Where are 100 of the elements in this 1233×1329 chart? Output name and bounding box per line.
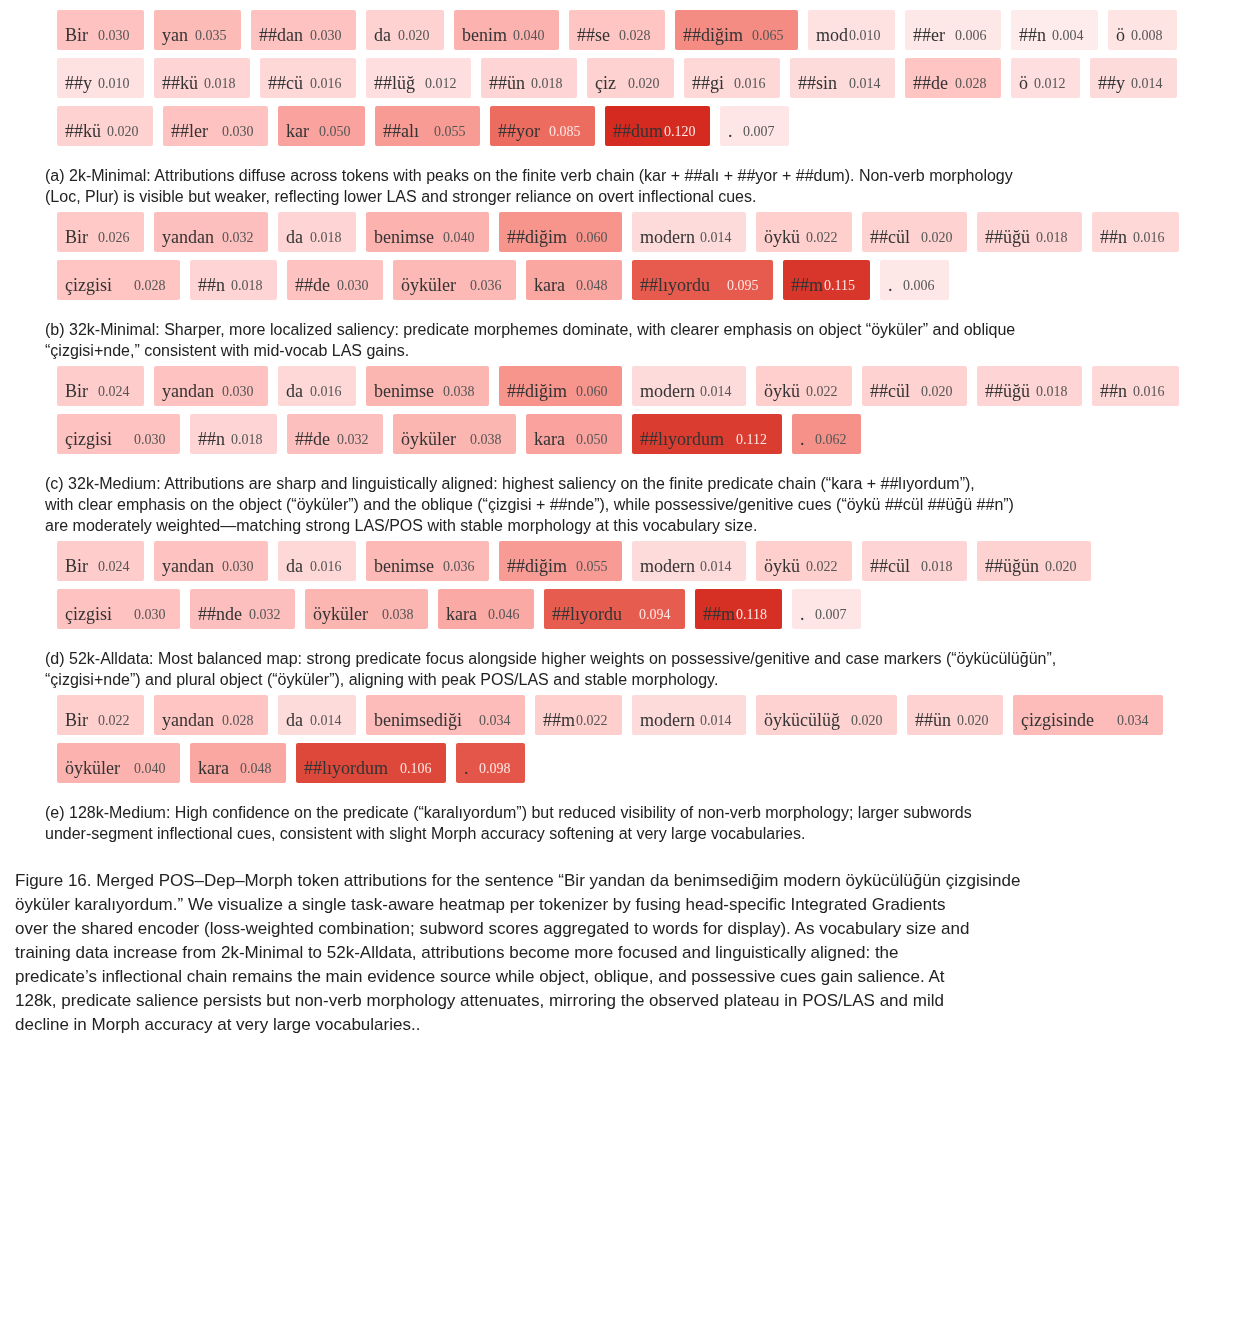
category-label: modern [640,710,695,730]
data-label: 0.010 [98,76,130,91]
data-label: 0.030 [98,28,130,43]
category-label: ##ün [489,73,525,93]
data-label: 0.016 [310,559,342,574]
category-label: ##n [1100,227,1127,247]
data-label: 0.007 [743,124,775,139]
category-label: çizgisi [65,275,112,295]
data-label: 0.040 [134,761,166,776]
category-label: ##alı [383,121,419,141]
category-label: yandan [162,227,214,247]
data-label: 0.038 [443,384,475,399]
data-label: 0.112 [736,432,767,447]
data-label: 0.022 [98,713,130,728]
category-label: ##m [703,604,736,624]
data-label: 0.118 [736,607,767,622]
text: (e) 128k-Medium: High confidence on the predicate (“karalıyordum”) but reduced visibility of non-verb morphology; larger subwords under-segment inflectional cues, consistent with slight Morph accuracy softening at very large vocabularies. [45,803,972,842]
data-label: 0.030 [222,559,254,574]
category-label: ##kü [162,73,198,93]
category-label: ##cül [870,227,910,247]
data-label: 0.055 [576,559,608,574]
text: (c) 32k-Medium: Attributions are sharp and linguistically aligned: highest saliency on the finite predicate chain (“kara + ##lıyordum”), with clear emphasis on the object (“öyküler”) and the oblique (“çizgisi + ##nde”), while possessive/genitive cues (“öykü ##cül ##üğü ##n”) are moderately weighted—matching strong LAS/POS with stable morphology at this vocabulary size. [44,474,1014,534]
data-label: 0.022 [806,230,838,245]
text: (a) 2k-Minimal: Attributions diffuse across tokens with peaks on the finite verb chain (kar + ##alı + ##yor + ##dum). Non-verb morphology (Loc, Plur) is visible but weaker, reflecting lower LAS and stronger reliance on overt inflectional cues. [45,166,1013,205]
data-label: 0.024 [98,384,130,399]
data-label: 0.018 [1036,230,1068,245]
data-label: 0.014 [310,713,342,728]
data-label: 0.028 [134,278,166,293]
category-label: öyküler [401,275,456,295]
category-label: ##n [1019,25,1046,45]
data-label: 0.014 [700,384,732,399]
data-label: 0.022 [806,559,838,574]
data-label: 0.016 [310,76,342,91]
data-label: 0.018 [204,76,236,91]
data-label: 0.006 [903,278,935,293]
category-label: ##sin [798,73,838,93]
category-label: ##üğü [985,381,1030,401]
category-label: . [464,758,469,778]
category-label: ##ün [915,710,951,730]
data-label: 0.065 [752,28,784,43]
category-label: ##cül [870,556,910,576]
data-label: 0.007 [815,607,847,622]
category-label: öyküler [313,604,368,624]
data-label: 0.040 [443,230,475,245]
caption: Figure 16. Merged POS–Dep–Morph token attributions for the sentence “Bir yandan da benimsediğim modern öykücülüğün çizgisinde öyküler karalıyordum.” We visualize a single task-aware heatmap per tokenizer by fusing head-specific Integrated Gradients over the shared encoder (loss-weighted combination; subword scores aggregated to words for display). As vocabulary size and training data increase from 2k-Minimal to 52k-Alldata, attributions become more focused and linguistically aligned: the predicate’s inflectional chain remains the main evidence source while object, oblique, and possessive cues gain salience. At 128k, predicate salience persists but non-verb morphology attenuates, mirroring the observed plateau in POS/LAS and mild decline in Morph accuracy at very large vocabularies.. [15,871,1021,1034]
data-label: 0.014 [700,713,732,728]
data-label: 0.098 [479,761,511,776]
category-label: öykü [764,556,800,576]
data-label: 0.014 [849,76,881,91]
text: (b) 32k-Minimal: Sharper, more localized saliency: predicate morphemes dominate, with clearer emphasis on object “öyküler” and oblique “çizgisi+nde,” consistent with mid-vocab LAS gains. [45,320,1016,359]
category-label: ##cü [268,73,303,93]
category-label: da [286,381,303,401]
data-label: 0.020 [628,76,660,91]
data-label: 0.028 [222,713,254,728]
data-label: 0.032 [222,230,254,245]
category-label: ##de [913,73,948,93]
category-label: ##y [65,73,92,93]
data-label: 0.094 [639,607,671,622]
category-label: benimsediği [374,710,462,730]
category-label: ö [1019,73,1028,93]
category-label: yandan [162,381,214,401]
text: (d) 52k-Alldata: Most balanced map: strong predicate focus alongside higher weights on possessive/genitive and case markers (“öykücülüğün”, “çizgisi+nde”) and plural object (“öyküler”), aligning with peak POS/LAS and stable morphology. [45,649,1057,688]
category-label: ##diğim [507,556,568,576]
data-label: 0.020 [851,713,883,728]
category-label: kara [534,275,565,295]
category-label: benimse [374,381,434,401]
category-label: ##diğim [507,381,568,401]
data-label: 0.018 [231,432,263,447]
category-label: öykü [764,227,800,247]
data-label: 0.115 [824,278,855,293]
category-label: Bir [65,227,89,247]
data-label: 0.016 [734,76,766,91]
data-label: 0.038 [382,607,414,622]
data-label: 0.020 [398,28,430,43]
category-label: yan [162,25,188,45]
data-label: 0.035 [195,28,227,43]
category-label: . [800,429,805,449]
category-label: kara [446,604,477,624]
category-label: kar [286,121,309,141]
category-label: ##y [1098,73,1125,93]
category-label: ##dum [613,121,664,141]
data-label: 0.008 [1131,28,1163,43]
data-label: 0.018 [531,76,563,91]
data-label: 0.085 [549,124,581,139]
data-label: 0.048 [576,278,608,293]
category-label: Bir [65,25,89,45]
category-label: Bir [65,710,89,730]
category-label: Bir [65,381,89,401]
data-label: 0.020 [107,124,139,139]
category-label: benim [462,25,507,45]
data-label: 0.014 [1131,76,1163,91]
data-label: 0.018 [921,559,953,574]
data-label: 0.018 [1036,384,1068,399]
category-label: yandan [162,710,214,730]
category-label: . [800,604,805,624]
category-label: ##üğün [985,556,1039,576]
category-label: ##yor [498,121,540,141]
category-label: ##cül [870,381,910,401]
category-label: da [286,227,303,247]
category-label: benimse [374,556,434,576]
